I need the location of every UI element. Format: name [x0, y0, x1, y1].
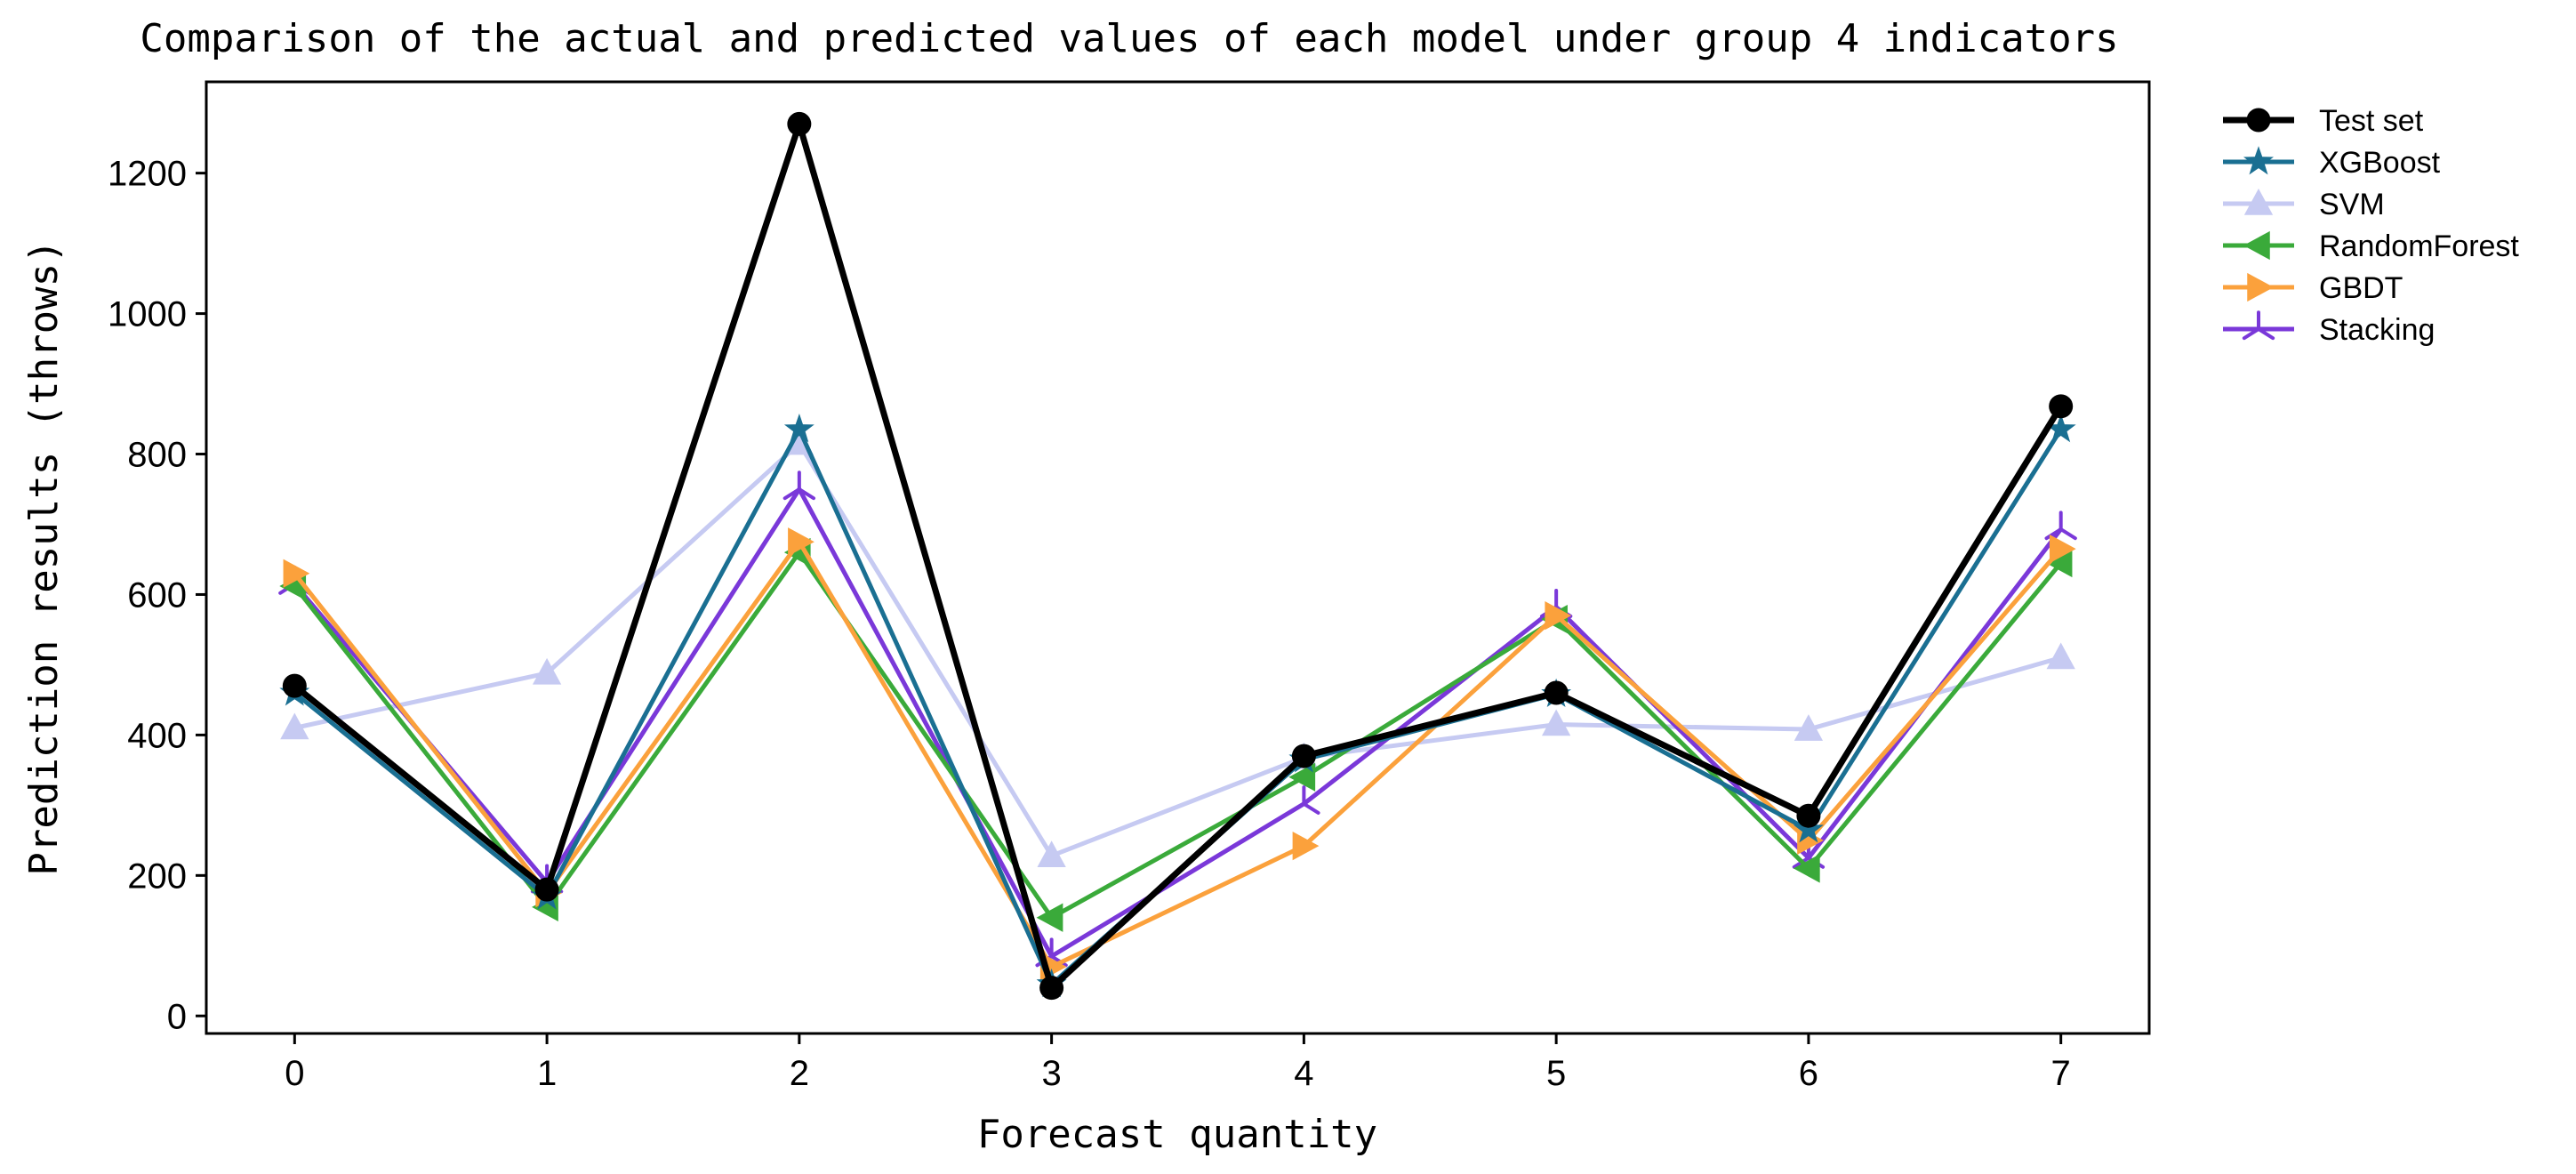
data-point-stacking [1288, 785, 1320, 815]
y-tick-label: 400 [127, 716, 187, 755]
x-tick-label: 7 [2051, 1054, 2071, 1093]
data-point-svm [2046, 642, 2075, 670]
data-point-gbdt [283, 559, 310, 588]
data-point-randomforest [1288, 762, 1316, 792]
axes-layer: 0 1 2 3 4 5 6 7 0 200 400 600 800 1000 1200 [108, 155, 2071, 1093]
y-tick-label: 1200 [108, 155, 187, 194]
series-line-xgboost [293, 427, 2063, 987]
y-tick-label: 600 [127, 575, 187, 615]
legend-marker-test-set [2246, 108, 2271, 133]
y-axis-label: Prediction results (throws) [21, 239, 67, 875]
data-point-test-set [1039, 976, 1064, 1001]
data-point-test-set [1796, 803, 1821, 828]
data-point-test-set [2049, 394, 2074, 419]
legend: Test set XGBoost SVM RandomForest GBDT Stacki… [2223, 104, 2519, 347]
legend-item-gbdt: GBDT [2223, 271, 2403, 305]
data-point-randomforest [1793, 854, 1820, 883]
data-point-gbdt [788, 527, 815, 557]
legend-item-stacking: Stacking [2223, 310, 2435, 347]
series-svm [280, 428, 2075, 867]
data-point-gbdt [1292, 832, 1320, 861]
data-point-test-set [787, 111, 812, 136]
data-point-stacking [2044, 511, 2077, 541]
data-point-test-set [1291, 744, 1316, 768]
x-axis-label: Forecast quantity [977, 1112, 1377, 1157]
y-tick-label: 1000 [108, 295, 187, 334]
series-line-gbdt [293, 539, 2063, 969]
data-point-xgboost [783, 414, 815, 443]
legend-label: GBDT [2319, 271, 2403, 305]
series-line-svm [293, 441, 2062, 858]
legend-marker-gbdt [2247, 272, 2274, 302]
x-tick-label: 1 [537, 1054, 557, 1093]
data-point-test-set [1544, 680, 1569, 705]
legend-marker-xgboost [2243, 146, 2274, 175]
data-point-randomforest [2045, 548, 2073, 578]
legend-marker-stacking [2242, 310, 2275, 341]
series-line-randomforest [293, 550, 2063, 921]
data-point-test-set [534, 877, 559, 902]
data-point-svm [532, 657, 562, 685]
data-point-gbdt [1545, 600, 1572, 631]
legend-item-randomforest: RandomForest [2223, 229, 2519, 263]
x-tick-label: 2 [790, 1054, 809, 1093]
legend-label: SVM [2319, 188, 2385, 221]
data-point-randomforest [1036, 903, 1063, 932]
legend-label: Stacking [2319, 313, 2435, 347]
x-tick-label: 4 [1294, 1054, 1313, 1093]
x-tick-label: 6 [1799, 1054, 1818, 1093]
data-point-svm [1794, 714, 1824, 741]
legend-marker-svm [2243, 189, 2274, 215]
series-layer [278, 111, 2077, 1001]
plot-frame [205, 80, 2151, 1035]
legend-label: Test set [2319, 104, 2424, 138]
y-tick-label: 0 [167, 997, 187, 1036]
series-line-test-set [293, 120, 2064, 992]
data-point-test-set [282, 673, 307, 698]
legend-label: XGBoost [2319, 146, 2441, 180]
data-point-svm [1037, 840, 1066, 867]
x-tick-label: 0 [285, 1054, 304, 1093]
y-tick-label: 800 [127, 436, 187, 475]
y-tick-label: 200 [127, 856, 187, 896]
legend-item-test-set: Test set [2223, 104, 2424, 138]
legend-label: RandomForest [2319, 229, 2519, 263]
x-tick-label: 3 [1041, 1054, 1061, 1093]
data-point-xgboost [1793, 814, 1824, 843]
data-point-gbdt [2049, 534, 2076, 564]
legend-item-xgboost: XGBoost [2223, 146, 2441, 180]
chart-title: Comparison of the actual and predicted v… [140, 16, 2118, 61]
data-point-svm [280, 712, 309, 740]
x-tick-label: 5 [1546, 1054, 1566, 1093]
legend-marker-randomforest [2243, 230, 2270, 261]
series-test-set [282, 111, 2074, 1001]
data-point-svm [1541, 709, 1571, 736]
legend-item-svm: SVM [2223, 188, 2385, 221]
data-point-xgboost [2045, 414, 2076, 443]
data-point-stacking [782, 470, 816, 501]
